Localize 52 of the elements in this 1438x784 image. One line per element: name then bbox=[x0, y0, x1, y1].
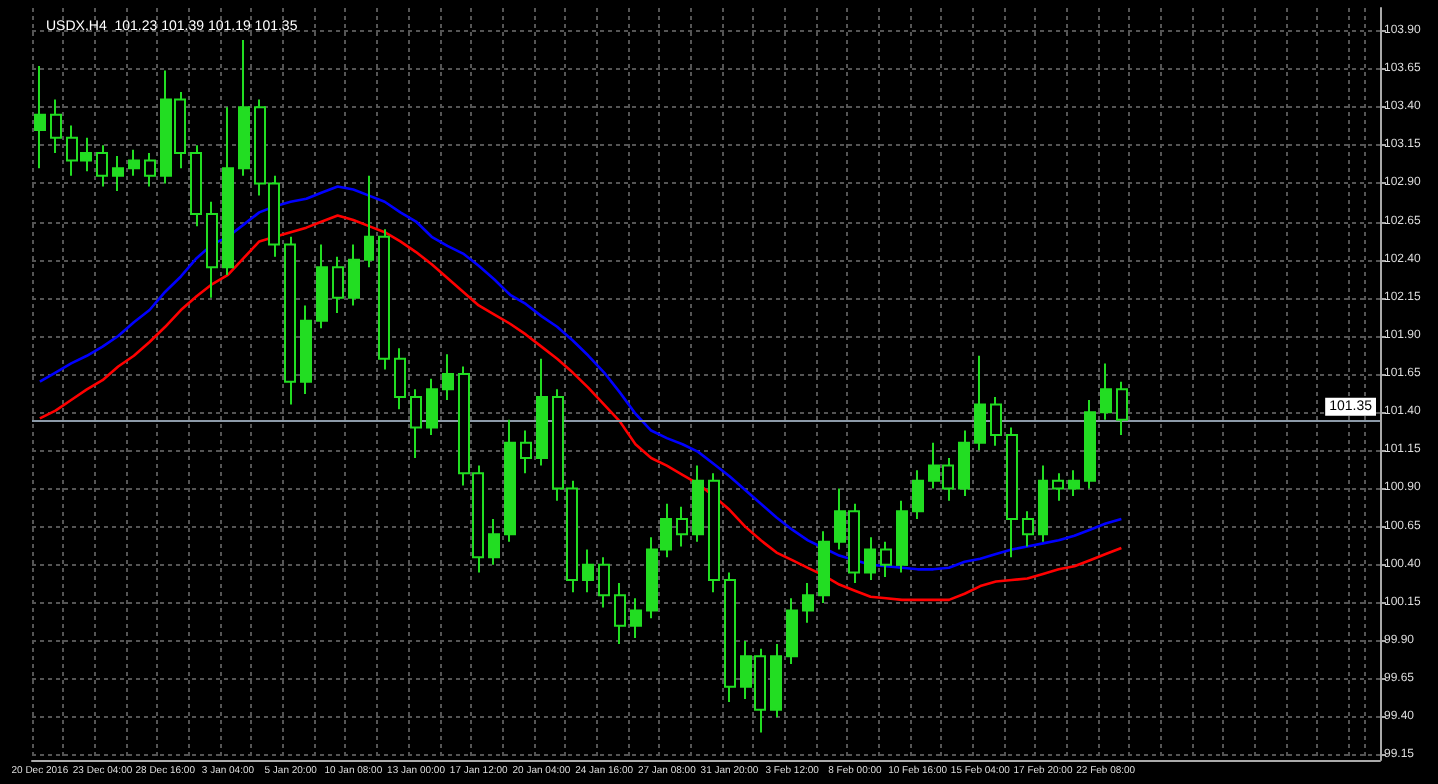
candlestick bbox=[1084, 399, 1096, 490]
candlestick bbox=[442, 353, 454, 402]
candlestick bbox=[238, 39, 250, 177]
candlestick bbox=[394, 347, 406, 411]
candlestick bbox=[974, 354, 986, 452]
candlestick bbox=[410, 388, 422, 459]
candlestick bbox=[112, 154, 124, 193]
candlestick bbox=[378, 228, 390, 371]
candlestick bbox=[222, 106, 234, 276]
candlestick bbox=[770, 643, 782, 719]
candlestick bbox=[614, 582, 626, 646]
candlestick bbox=[598, 556, 610, 609]
candlestick bbox=[50, 98, 62, 154]
candlestick bbox=[1052, 472, 1064, 502]
candlestick bbox=[786, 597, 798, 665]
candlestick bbox=[426, 377, 438, 437]
candlestick bbox=[802, 582, 814, 624]
candlestick bbox=[864, 536, 876, 582]
candlestick bbox=[912, 469, 924, 520]
candlestick bbox=[144, 151, 156, 188]
candlestick bbox=[880, 540, 892, 578]
candlestick bbox=[958, 429, 970, 498]
candlestick bbox=[1068, 469, 1080, 498]
candlestick bbox=[676, 505, 688, 548]
candlestick bbox=[364, 174, 374, 269]
candlestick bbox=[582, 548, 594, 594]
candlestick bbox=[536, 357, 548, 467]
candlestick bbox=[190, 144, 202, 228]
candlestick bbox=[316, 243, 328, 330]
candlestick bbox=[34, 64, 46, 170]
candlestick bbox=[692, 464, 704, 543]
candlestick bbox=[896, 499, 908, 574]
candlestick bbox=[1038, 464, 1048, 543]
candlestick bbox=[348, 243, 360, 307]
candlestick bbox=[96, 144, 108, 188]
candlestick bbox=[1100, 362, 1112, 421]
candlestick bbox=[488, 517, 500, 566]
candlestick bbox=[520, 429, 532, 475]
candlestick bbox=[504, 418, 516, 543]
candlestick bbox=[818, 530, 830, 604]
candlestick bbox=[1006, 426, 1018, 559]
candlestick bbox=[1116, 380, 1128, 437]
candlestick bbox=[630, 597, 642, 639]
candlestick bbox=[332, 255, 344, 315]
candlestick bbox=[990, 395, 1002, 447]
candlestick bbox=[1022, 510, 1034, 548]
candlestick bbox=[300, 304, 312, 395]
candlestick bbox=[724, 571, 736, 704]
candlestick bbox=[708, 472, 720, 594]
candlestick bbox=[206, 200, 218, 299]
candlestick bbox=[284, 235, 296, 406]
candlestick bbox=[128, 148, 140, 177]
